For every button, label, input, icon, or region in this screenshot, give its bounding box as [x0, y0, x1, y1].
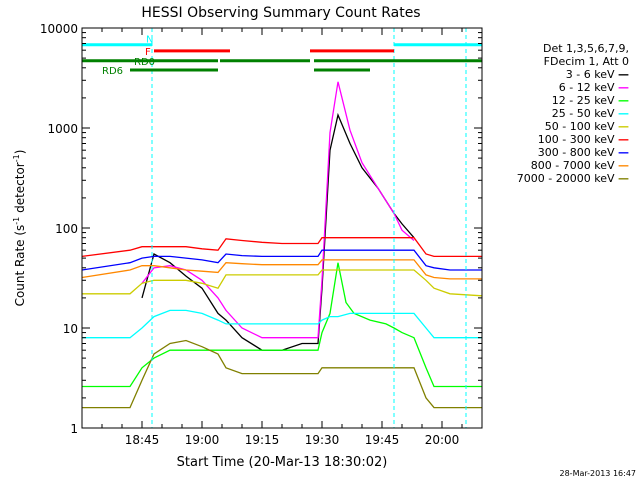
x-tick-label: 19:45 — [365, 433, 400, 447]
y-axis-label: Count Rate (s-1 detector-1) — [12, 150, 27, 307]
x-tick-label: 19:30 — [305, 433, 340, 447]
y-tick-label: 10000 — [40, 22, 78, 36]
series-line — [81, 249, 482, 271]
series-2 — [82, 262, 482, 388]
series-7 — [81, 259, 482, 280]
chart-title: HESSI Observing Summary Count Rates — [141, 5, 420, 21]
y-tick-label: 100 — [55, 222, 78, 236]
legend: Det 1,3,5,6,7,9, FDecim 1, Att 0 3 - 6 k… — [517, 42, 629, 185]
legend-item: 25 - 50 keV — — [552, 107, 629, 120]
flag-label: RD0 — [134, 57, 155, 68]
legend-item: 7000 - 20000 keV — — [517, 172, 629, 185]
series-0 — [141, 112, 415, 351]
legend-item: 6 - 12 keV — — [559, 81, 629, 94]
legend-item: 100 - 300 keV — — [538, 133, 629, 146]
x-axis: 18:45 19:00 19:15 19:30 19:45 20:00 — [81, 28, 483, 447]
series-5 — [81, 237, 482, 258]
legend-item: 3 - 6 keV — — [566, 68, 629, 81]
legend-header-detectors: Det 1,3,5,6,7,9, — [543, 42, 629, 55]
legend-item: 300 - 800 keV — — [538, 146, 629, 159]
series-line — [81, 259, 482, 280]
flag-label: N — [146, 35, 153, 46]
y-tick-label: 1 — [70, 422, 78, 436]
series-8 — [82, 339, 482, 409]
x-tick-label: 19:00 — [185, 433, 220, 447]
series-4 — [82, 269, 483, 297]
time-markers — [151, 28, 467, 428]
flag-label: RD6 — [102, 66, 123, 77]
series-line — [82, 262, 482, 388]
y-tick-label: 10 — [63, 322, 78, 336]
x-tick-label: 20:00 — [425, 433, 460, 447]
legend-item: 800 - 7000 keV — — [531, 159, 629, 172]
series-line — [82, 309, 482, 339]
x-tick-label: 19:15 — [245, 433, 280, 447]
series-line — [82, 269, 483, 297]
series-line — [141, 81, 415, 339]
series-3 — [82, 309, 482, 339]
footer-date: 28-Mar-2013 16:47 — [560, 469, 637, 478]
x-axis-label: Start Time (20-Mar-13 18:30:02) — [177, 455, 388, 470]
x-tick-label: 18:45 — [125, 433, 160, 447]
y-tick-label: 1000 — [47, 122, 78, 136]
series-line — [141, 112, 415, 351]
legend-item: 50 - 100 keV — — [545, 120, 629, 133]
series-6 — [81, 249, 482, 271]
legend-item: 12 - 25 keV — — [552, 94, 629, 107]
legend-header-decimation: FDecim 1, Att 0 — [544, 55, 629, 68]
y-axis: 1 10 100 1000 10000 — [40, 22, 482, 436]
series-line — [82, 339, 482, 409]
series-line — [81, 237, 482, 258]
series-1 — [141, 81, 415, 339]
flag-label: F — [145, 47, 151, 58]
